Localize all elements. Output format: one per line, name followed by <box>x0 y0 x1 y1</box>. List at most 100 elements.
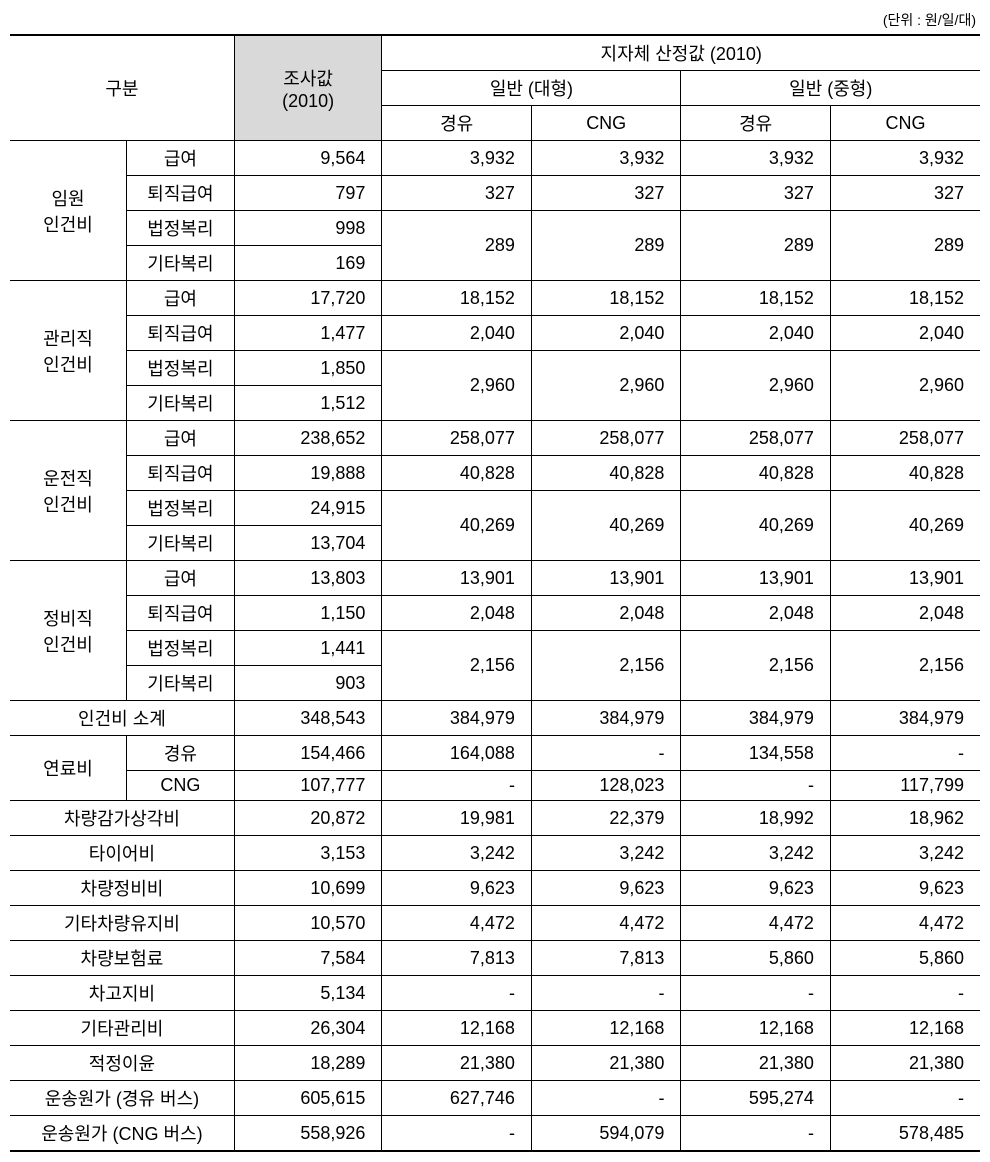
cell-value: 3,153 <box>234 836 382 871</box>
cell-value: - <box>830 1081 980 1116</box>
row-label: 기타차량유지비 <box>10 906 234 941</box>
row-label: 퇴직급여 <box>127 176 235 211</box>
cell-value: 20,872 <box>234 801 382 836</box>
table-row: 임원인건비 급여 9,564 3,932 3,932 3,932 3,932 <box>10 141 980 176</box>
cell-value: 24,915 <box>234 491 382 526</box>
cell-value: 258,077 <box>382 421 532 456</box>
cell-value: 134,558 <box>681 736 831 771</box>
row-label: 기타관리비 <box>10 1011 234 1046</box>
cell-value: 9,564 <box>234 141 382 176</box>
cell-value: 903 <box>234 666 382 701</box>
cell-value: 10,570 <box>234 906 382 941</box>
cell-value: 327 <box>382 176 532 211</box>
row-label: 기타복리 <box>127 666 235 701</box>
row-label: 법정복리 <box>127 491 235 526</box>
table-row: 운전직인건비 급여 238,652 258,077 258,077 258,07… <box>10 421 980 456</box>
cell-value: 21,380 <box>681 1046 831 1081</box>
cell-value: 12,168 <box>531 1011 681 1046</box>
cell-value: 384,979 <box>382 701 532 736</box>
cell-value: 2,156 <box>382 631 532 701</box>
cell-value: 797 <box>234 176 382 211</box>
row-label: 차량정비비 <box>10 871 234 906</box>
cell-value: 22,379 <box>531 801 681 836</box>
cell-value: 18,289 <box>234 1046 382 1081</box>
cell-value: 2,040 <box>830 316 980 351</box>
cell-value: 4,472 <box>531 906 681 941</box>
cell-value: 3,242 <box>830 836 980 871</box>
cell-value: 2,156 <box>531 631 681 701</box>
cell-value: 19,981 <box>382 801 532 836</box>
cell-value: 128,023 <box>531 771 681 801</box>
cell-value: 3,242 <box>681 836 831 871</box>
row-label: 퇴직급여 <box>127 456 235 491</box>
header-estimate: 지자체 산정값 (2010) <box>382 35 980 71</box>
cell-value: 998 <box>234 211 382 246</box>
table-row: 기타관리비 26,304 12,168 12,168 12,168 12,168 <box>10 1011 980 1046</box>
unit-label: (단위 : 원/일/대) <box>10 10 980 30</box>
cell-value: 9,623 <box>681 871 831 906</box>
table-row: 연료비 경유 154,466 164,088 - 134,558 - <box>10 736 980 771</box>
cell-value: - <box>830 976 980 1011</box>
cell-value: 12,168 <box>830 1011 980 1046</box>
cell-value: 327 <box>531 176 681 211</box>
cell-value: 1,150 <box>234 596 382 631</box>
table-row: 퇴직급여 1,150 2,048 2,048 2,048 2,048 <box>10 596 980 631</box>
cell-value: 40,269 <box>681 491 831 561</box>
cell-value: 558,926 <box>234 1116 382 1152</box>
cell-value: 595,274 <box>681 1081 831 1116</box>
cell-value: 18,152 <box>531 281 681 316</box>
cell-value: 2,048 <box>681 596 831 631</box>
cell-value: 12,168 <box>681 1011 831 1046</box>
row-label: 차고지비 <box>10 976 234 1011</box>
row-label: 퇴직급여 <box>127 316 235 351</box>
table-row: 차고지비 5,134 - - - - <box>10 976 980 1011</box>
group-label-fuel: 연료비 <box>10 736 127 801</box>
cell-value: 3,932 <box>830 141 980 176</box>
cell-value: 40,828 <box>681 456 831 491</box>
cell-value: 627,746 <box>382 1081 532 1116</box>
row-label: 급여 <box>127 561 235 596</box>
cell-value: 117,799 <box>830 771 980 801</box>
header-large-cng: CNG <box>531 106 681 141</box>
cell-value: 594,079 <box>531 1116 681 1152</box>
cell-value: 26,304 <box>234 1011 382 1046</box>
cell-value: 327 <box>681 176 831 211</box>
cell-value: 238,652 <box>234 421 382 456</box>
cell-value: 258,077 <box>830 421 980 456</box>
cell-value: 2,040 <box>531 316 681 351</box>
cell-value: - <box>531 976 681 1011</box>
table-row: 퇴직급여 19,888 40,828 40,828 40,828 40,828 <box>10 456 980 491</box>
cell-value: - <box>681 771 831 801</box>
cell-value: 21,380 <box>531 1046 681 1081</box>
cell-value: 578,485 <box>830 1116 980 1152</box>
table-row: 차량정비비 10,699 9,623 9,623 9,623 9,623 <box>10 871 980 906</box>
cell-value: 289 <box>681 211 831 281</box>
cell-value: 4,472 <box>830 906 980 941</box>
cell-value: 289 <box>382 211 532 281</box>
cell-value: 384,979 <box>830 701 980 736</box>
cell-value: 7,813 <box>531 941 681 976</box>
cell-value: 40,269 <box>531 491 681 561</box>
cell-value: 2,040 <box>382 316 532 351</box>
cell-value: 3,932 <box>382 141 532 176</box>
cell-value: 289 <box>531 211 681 281</box>
header-type-large: 일반 (대형) <box>382 71 681 106</box>
table-row: 적정이윤 18,289 21,380 21,380 21,380 21,380 <box>10 1046 980 1081</box>
cell-value: 18,152 <box>382 281 532 316</box>
table-row: 법정복리 1,850 2,960 2,960 2,960 2,960 <box>10 351 980 386</box>
cell-value: 12,168 <box>382 1011 532 1046</box>
table-row: 법정복리 1,441 2,156 2,156 2,156 2,156 <box>10 631 980 666</box>
table-row: 관리직인건비 급여 17,720 18,152 18,152 18,152 18… <box>10 281 980 316</box>
cost-table: 구분 조사값(2010) 지자체 산정값 (2010) 일반 (대형) 일반 (… <box>10 34 980 1152</box>
row-label-subtotal: 인건비 소계 <box>10 701 234 736</box>
cell-value: 13,901 <box>531 561 681 596</box>
row-label: CNG <box>127 771 235 801</box>
cell-value: 13,901 <box>681 561 831 596</box>
cell-value: - <box>531 1081 681 1116</box>
header-type-medium: 일반 (중형) <box>681 71 980 106</box>
cell-value: 3,932 <box>531 141 681 176</box>
cell-value: 2,156 <box>681 631 831 701</box>
row-label: 급여 <box>127 281 235 316</box>
row-label: 차량감가상각비 <box>10 801 234 836</box>
row-label: 적정이윤 <box>10 1046 234 1081</box>
